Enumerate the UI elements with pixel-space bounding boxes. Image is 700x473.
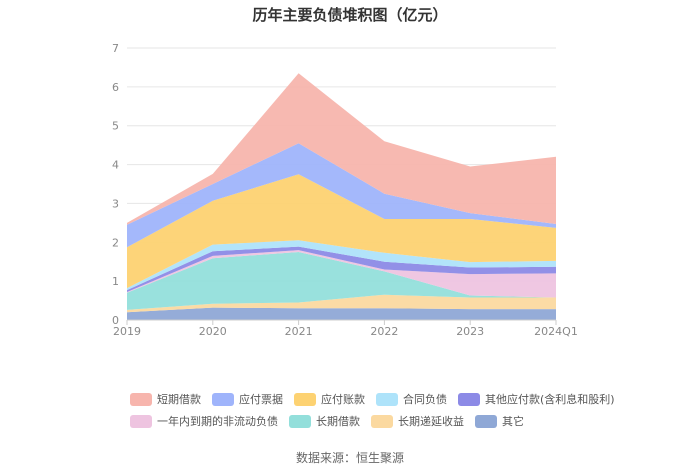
legend-swatch: [130, 414, 152, 428]
legend-item[interactable]: 其它: [475, 413, 524, 429]
legend-label: 短期借款: [157, 393, 201, 406]
legend-swatch: [458, 392, 480, 406]
legend-label: 长期递延收益: [398, 415, 464, 428]
area-其他应付款(含利息和股利): [127, 246, 556, 292]
area-短期借款: [127, 73, 556, 225]
legend-item[interactable]: 合同负债: [376, 391, 447, 407]
area-应付票据: [127, 143, 556, 248]
legend-item[interactable]: 一年内到期的非流动负债: [130, 413, 278, 429]
legend-label: 其他应付款(含利息和股利): [485, 393, 615, 406]
y-tick-label: 5: [112, 120, 119, 133]
x-tick-label: 2019: [113, 325, 141, 338]
legend-swatch: [212, 392, 234, 406]
legend-row: 短期借款 应付票据 应付账款 合同负债 其他应付款(含利息和股利): [130, 388, 615, 410]
legend-swatch: [130, 392, 152, 406]
legend: 短期借款 应付票据 应付账款 合同负债 其他应付款(含利息和股利) 一年内到期的非流动负…: [130, 388, 615, 432]
chart-title: 历年主要负债堆积图（亿元）: [252, 6, 448, 24]
legend-label: 一年内到期的非流动负债: [157, 415, 278, 428]
y-tick-label: 1: [112, 275, 119, 288]
x-tick-label: 2024Q1: [534, 325, 578, 338]
area-长期借款: [127, 252, 556, 310]
legend-row: 一年内到期的非流动负债 长期借款 长期递延收益 其它: [130, 410, 590, 432]
legend-label: 合同负债: [403, 393, 447, 406]
legend-item[interactable]: 长期借款: [289, 413, 360, 429]
y-tick-label: 4: [112, 159, 119, 172]
y-tick-label: 0: [112, 314, 119, 327]
legend-item[interactable]: 其他应付款(含利息和股利): [458, 391, 615, 407]
area-合同负债: [127, 240, 556, 291]
area-应付账款: [127, 174, 556, 289]
legend-swatch: [475, 414, 497, 428]
legend-label: 应付票据: [239, 393, 283, 406]
area-一年内到期的非流动负债: [127, 250, 556, 298]
y-tick-label: 6: [112, 81, 119, 94]
source-note: 数据来源：恒生聚源: [295, 451, 404, 465]
x-tick-label: 2021: [285, 325, 313, 338]
legend-label: 其它: [502, 415, 524, 428]
legend-swatch: [371, 414, 393, 428]
y-tick-label: 3: [112, 197, 119, 210]
x-tick-label: 2020: [199, 325, 227, 338]
legend-label: 长期借款: [316, 415, 360, 428]
legend-item[interactable]: 短期借款: [130, 391, 201, 407]
x-tick-label: 2022: [370, 325, 398, 338]
area-其它: [127, 307, 556, 320]
x-tick-label: 2023: [456, 325, 484, 338]
legend-swatch: [376, 392, 398, 406]
area-长期递延收益: [127, 294, 556, 313]
legend-label: 应付账款: [321, 393, 365, 406]
legend-item[interactable]: 长期递延收益: [371, 413, 464, 429]
legend-swatch: [289, 414, 311, 428]
legend-item[interactable]: 应付账款: [294, 391, 365, 407]
y-tick-label: 2: [112, 236, 119, 249]
y-tick-label: 7: [112, 42, 119, 55]
legend-swatch: [294, 392, 316, 406]
legend-item[interactable]: 应付票据: [212, 391, 283, 407]
